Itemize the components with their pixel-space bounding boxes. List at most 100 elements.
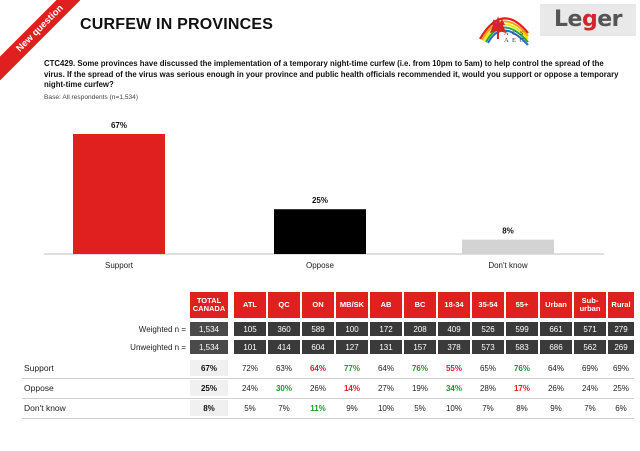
- table-cell: 10%: [377, 403, 394, 413]
- bar-value-label: 25%: [312, 196, 328, 205]
- table-cell: 24%: [581, 383, 598, 393]
- weighted-n-cell: 360: [268, 322, 300, 336]
- table-cell: 24%: [241, 383, 258, 393]
- bar-chart: 67% Support 25% Oppose 8% Don't know: [44, 112, 630, 274]
- table-cell: 10%: [445, 403, 462, 413]
- unweighted-n-cell: 573: [472, 340, 504, 354]
- weighted-n-cell: 526: [472, 322, 504, 336]
- unweighted-n-cell: 583: [506, 340, 538, 354]
- category-label: Support: [105, 261, 134, 270]
- unweighted-n-cell: 378: [438, 340, 470, 354]
- table-cell: 25%: [190, 380, 228, 396]
- bar-don-t-know: [462, 239, 554, 254]
- column-header: QC: [268, 292, 300, 318]
- table-cell: 9%: [550, 403, 562, 413]
- table-cell: 9%: [346, 403, 358, 413]
- table-cell: 17%: [513, 383, 530, 393]
- table-cell: 76%: [513, 363, 530, 373]
- weighted-n-cell: 208: [404, 322, 436, 336]
- table-cell: 5%: [244, 403, 256, 413]
- weighted-n-cell: 589: [302, 322, 334, 336]
- weighted-n-cell: 1,534: [190, 322, 228, 336]
- table-cell: 14%: [343, 383, 360, 393]
- question-text: CTC429. Some provinces have discussed th…: [44, 59, 619, 89]
- table-cell: 7%: [278, 403, 290, 413]
- bar-chart-svg: 67% Support 25% Oppose 8% Don't know: [44, 121, 604, 270]
- column-header: BC: [404, 292, 436, 318]
- table-cell: 63%: [275, 363, 292, 373]
- unweighted-n-cell: 604: [302, 340, 334, 354]
- weighted-n-cell: 279: [608, 322, 634, 336]
- acs-line: A C S: [504, 30, 525, 37]
- unweighted-n-cell: 562: [574, 340, 606, 354]
- row-label: Oppose: [24, 383, 54, 393]
- table-cell: 8%: [516, 403, 528, 413]
- table-cell: 7%: [584, 403, 596, 413]
- page-title: CURFEW IN PROVINCES: [80, 16, 274, 33]
- aec-line: A E C: [504, 37, 525, 44]
- weighted-n-cell: 571: [574, 322, 606, 336]
- column-header: 18-34: [438, 292, 470, 318]
- table-cell: 6%: [615, 403, 627, 413]
- weighted-n-cell: 661: [540, 322, 572, 336]
- column-header: ON: [302, 292, 334, 318]
- category-label: Oppose: [306, 261, 335, 270]
- table-cell: 7%: [482, 403, 494, 413]
- weighted-n-cell: 100: [336, 322, 368, 336]
- column-header: 35-54: [472, 292, 504, 318]
- table-cell: 30%: [275, 383, 292, 393]
- table-cell: 5%: [414, 403, 426, 413]
- weighted-n-label: Weighted n =: [138, 324, 186, 334]
- table-cell: 64%: [377, 363, 394, 373]
- row-divider: [22, 398, 634, 399]
- category-label: Don't know: [488, 261, 528, 270]
- column-header: Sub-urban: [574, 292, 606, 318]
- table-cell: 77%: [343, 363, 360, 373]
- acs-aec-logo: [474, 3, 530, 47]
- unweighted-n-cell: 686: [540, 340, 572, 354]
- column-header: 55+: [506, 292, 538, 318]
- leger-suffix: er: [597, 7, 622, 32]
- table-cell: 69%: [581, 363, 598, 373]
- bar-value-label: 67%: [111, 121, 127, 130]
- unweighted-n-cell: 127: [336, 340, 368, 354]
- table-cell: 25%: [612, 383, 629, 393]
- row-label: Support: [24, 363, 54, 373]
- weighted-n-cell: 409: [438, 322, 470, 336]
- table-cell: 64%: [309, 363, 326, 373]
- leger-logo: Leger: [540, 4, 636, 36]
- column-header: TOTAL CANADA: [190, 292, 228, 318]
- table-cell: 28%: [479, 383, 496, 393]
- table-cell: 69%: [612, 363, 629, 373]
- weighted-n-cell: 172: [370, 322, 402, 336]
- table-cell: 65%: [479, 363, 496, 373]
- unweighted-n-cell: 101: [234, 340, 266, 354]
- unweighted-n-cell: 157: [404, 340, 436, 354]
- column-header: Urban: [540, 292, 572, 318]
- weighted-n-cell: 105: [234, 322, 266, 336]
- table-cell: 27%: [377, 383, 394, 393]
- acs-aec-text: A C S A E C: [504, 30, 525, 44]
- unweighted-n-label: Unweighted n =: [130, 342, 186, 352]
- table-cell: 76%: [411, 363, 428, 373]
- bar-support: [73, 134, 165, 254]
- unweighted-n-cell: 414: [268, 340, 300, 354]
- table-cell: 72%: [241, 363, 258, 373]
- column-header: Rural: [608, 292, 634, 318]
- row-label: Don't know: [24, 403, 66, 413]
- unweighted-n-cell: 269: [608, 340, 634, 354]
- table-cell: 26%: [309, 383, 326, 393]
- column-header: ATL: [234, 292, 266, 318]
- column-header: MB/SK: [336, 292, 368, 318]
- table-cell: 26%: [547, 383, 564, 393]
- row-divider: [22, 418, 634, 419]
- table-cell: 55%: [445, 363, 462, 373]
- row-divider: [22, 378, 634, 379]
- bar-value-label: 8%: [502, 227, 514, 236]
- unweighted-n-cell: 131: [370, 340, 402, 354]
- base-note: Base: All respondents (n=1,534): [44, 94, 139, 101]
- unweighted-n-cell: 1,534: [190, 340, 228, 354]
- table-cell: 64%: [547, 363, 564, 373]
- column-header: AB: [370, 292, 402, 318]
- table-cell: 11%: [310, 403, 326, 413]
